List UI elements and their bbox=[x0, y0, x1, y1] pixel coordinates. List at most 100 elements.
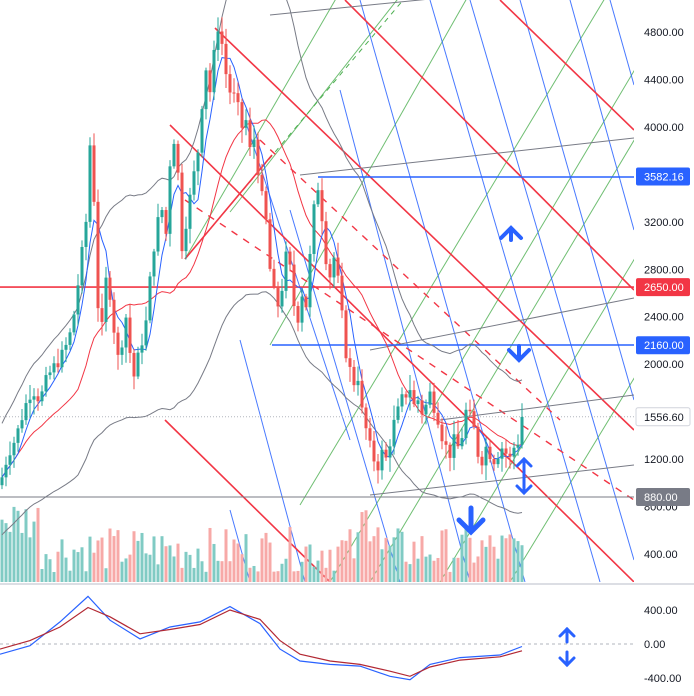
red-dashed-lines bbox=[184, 139, 634, 501]
volume-bar bbox=[380, 549, 384, 582]
candle bbox=[464, 402, 468, 445]
volume-bar bbox=[176, 543, 180, 582]
volume-bar bbox=[40, 568, 44, 582]
candle bbox=[468, 399, 472, 416]
price-indicators bbox=[1, 0, 523, 536]
candle bbox=[12, 436, 16, 468]
candle bbox=[400, 387, 404, 413]
volume-bar bbox=[444, 529, 448, 582]
volume-bar bbox=[472, 562, 476, 582]
price-tick-label: 2000.00 bbox=[644, 359, 684, 371]
price-level-badges: 3582.16 2650.00 2160.00 1556.60 880.00 bbox=[635, 167, 691, 507]
volume-bar bbox=[476, 556, 480, 582]
volume-bar bbox=[344, 540, 348, 582]
oscillator-axis[interactable]: -400.00 0.00 400.00 bbox=[644, 605, 681, 685]
volume-bar bbox=[276, 571, 280, 582]
volume-bar bbox=[148, 554, 152, 582]
candle bbox=[384, 442, 388, 462]
candle bbox=[56, 348, 60, 373]
volume-bar bbox=[336, 546, 340, 582]
volume-bar bbox=[120, 561, 124, 582]
volume-bar bbox=[92, 552, 96, 582]
candle bbox=[80, 240, 84, 294]
candle bbox=[336, 242, 340, 283]
volume-bar bbox=[216, 560, 220, 582]
volume-bar bbox=[464, 527, 468, 582]
candle bbox=[240, 98, 244, 143]
candle bbox=[104, 266, 108, 332]
volume-bar bbox=[208, 527, 212, 582]
volume-bar bbox=[44, 554, 48, 582]
volume-bar bbox=[248, 567, 252, 582]
volume-bar bbox=[0, 519, 4, 582]
osc-series-line bbox=[0, 606, 523, 677]
candle bbox=[96, 189, 100, 322]
price-tick-label: 4800.00 bbox=[644, 27, 684, 39]
volume-bar bbox=[156, 564, 160, 582]
volume-bar bbox=[80, 547, 84, 582]
candle bbox=[192, 160, 196, 201]
candle bbox=[264, 186, 268, 225]
price-badge-label: 2160.00 bbox=[644, 340, 684, 352]
volume-bar bbox=[16, 510, 20, 582]
candle bbox=[260, 163, 264, 196]
candle bbox=[492, 454, 496, 471]
volume-bar bbox=[300, 561, 304, 582]
candle bbox=[288, 246, 292, 272]
volume-bar bbox=[320, 550, 324, 582]
candle bbox=[448, 442, 452, 472]
candle bbox=[144, 306, 148, 351]
candle bbox=[92, 133, 96, 206]
candle bbox=[24, 394, 28, 425]
volume-bar bbox=[196, 548, 200, 582]
volume-bar bbox=[448, 571, 452, 582]
candle bbox=[168, 160, 172, 247]
candle bbox=[88, 137, 92, 228]
candle bbox=[248, 107, 252, 156]
volume-bar bbox=[256, 571, 260, 582]
horizontal-price-levels[interactable] bbox=[0, 286, 634, 498]
price-badge bbox=[636, 278, 690, 297]
volume-bar bbox=[364, 510, 368, 582]
candle bbox=[396, 398, 400, 424]
candle bbox=[428, 382, 432, 409]
candle bbox=[216, 17, 220, 61]
candle bbox=[488, 439, 492, 463]
volume-bar bbox=[332, 570, 336, 582]
candle bbox=[64, 337, 68, 363]
candle bbox=[420, 394, 424, 424]
volume-bar bbox=[240, 554, 244, 582]
volume-bar bbox=[388, 545, 392, 582]
volume-bar bbox=[124, 558, 128, 582]
price-tick-label: 800.00 bbox=[644, 502, 678, 514]
candle bbox=[344, 305, 348, 363]
candle bbox=[356, 366, 360, 396]
candle bbox=[208, 63, 212, 102]
candle bbox=[232, 78, 236, 103]
arrow-up-down-icon bbox=[558, 626, 576, 668]
lower-band bbox=[1, 291, 523, 536]
volume-bar bbox=[96, 540, 100, 582]
candle bbox=[152, 248, 156, 286]
candle bbox=[312, 200, 316, 262]
volume-bar bbox=[132, 531, 136, 582]
price-tick-label: 400.00 bbox=[644, 549, 678, 561]
volume-bar bbox=[416, 558, 420, 582]
volume-bar bbox=[48, 559, 52, 582]
candle bbox=[204, 67, 208, 120]
candle bbox=[4, 456, 8, 487]
volume-bar bbox=[84, 571, 88, 582]
osc-tick-label: 400.00 bbox=[644, 605, 678, 617]
candle bbox=[332, 252, 336, 288]
volume-bar bbox=[68, 570, 72, 582]
volume-bar bbox=[492, 546, 496, 582]
candle bbox=[340, 262, 344, 319]
candle bbox=[212, 40, 216, 101]
candle bbox=[20, 409, 24, 433]
volume-bar bbox=[500, 535, 504, 582]
candle bbox=[140, 333, 144, 365]
candle bbox=[188, 187, 192, 244]
candle bbox=[108, 271, 112, 307]
candle bbox=[296, 301, 300, 332]
